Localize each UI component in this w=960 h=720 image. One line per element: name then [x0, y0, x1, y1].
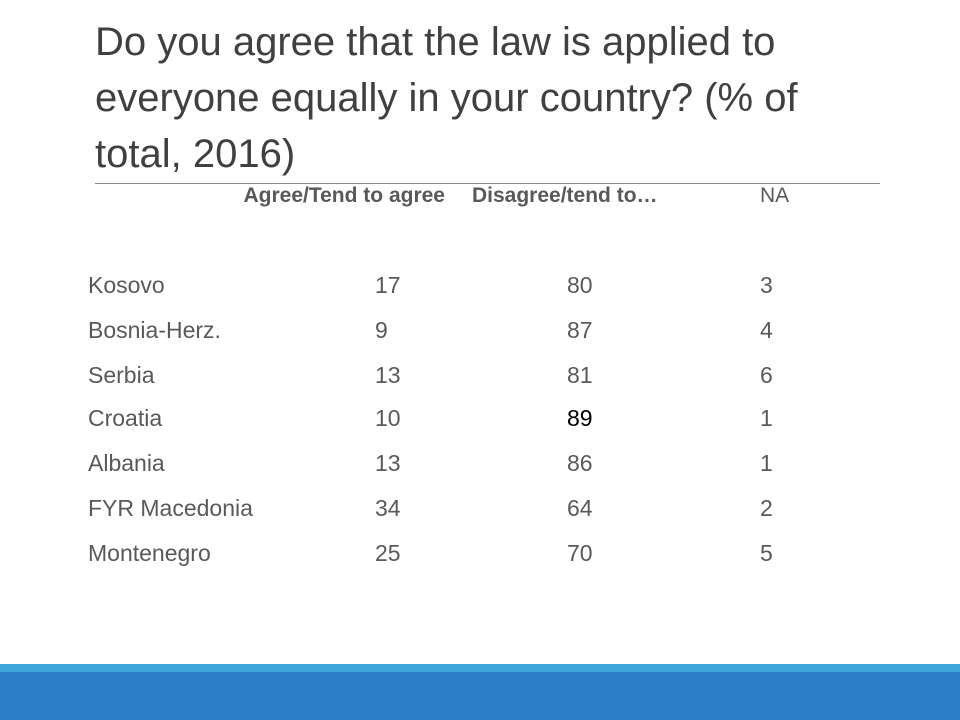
cell-value: 80 [567, 272, 593, 298]
cell-value: 1 [760, 450, 773, 476]
cell-value: 13 [375, 362, 401, 388]
cell-value: 10 [375, 405, 401, 431]
cell-value: 87 [567, 317, 593, 343]
row-label: FYR Macedonia [88, 495, 253, 521]
row-label: Serbia [88, 362, 155, 388]
cell-value: 70 [567, 540, 593, 566]
cell-value: 3 [760, 272, 773, 298]
cell-value: 6 [760, 362, 773, 388]
cell-value: 13 [375, 450, 401, 476]
cell-value: 1 [760, 405, 773, 431]
cell-value: 2 [760, 495, 773, 521]
column-header: Agree/Tend to agree [243, 184, 446, 207]
cell-value: 34 [375, 495, 401, 521]
cell-value: 86 [567, 450, 593, 476]
cell-value: 4 [760, 317, 773, 343]
cell-value: 5 [760, 540, 773, 566]
column-header: NA [760, 184, 790, 207]
footer-stripe [0, 664, 960, 672]
row-label: Bosnia-Herz. [88, 317, 221, 343]
footer-band [0, 672, 960, 720]
cell-value: 81 [567, 362, 593, 388]
row-label: Montenegro [88, 540, 211, 566]
cell-value: 9 [375, 317, 388, 343]
slide-title: Do you agree that the law is applied to … [95, 20, 798, 176]
row-label: Kosovo [88, 272, 165, 298]
cell-value: 25 [375, 540, 401, 566]
cell-value: 17 [375, 272, 401, 298]
title-rule [95, 183, 880, 184]
row-label: Croatia [88, 405, 163, 431]
row-label: Albania [88, 450, 165, 476]
column-header: Disagree/tend to… [472, 184, 658, 207]
cell-value: 89 [567, 405, 593, 431]
cell-value: 64 [567, 495, 593, 521]
